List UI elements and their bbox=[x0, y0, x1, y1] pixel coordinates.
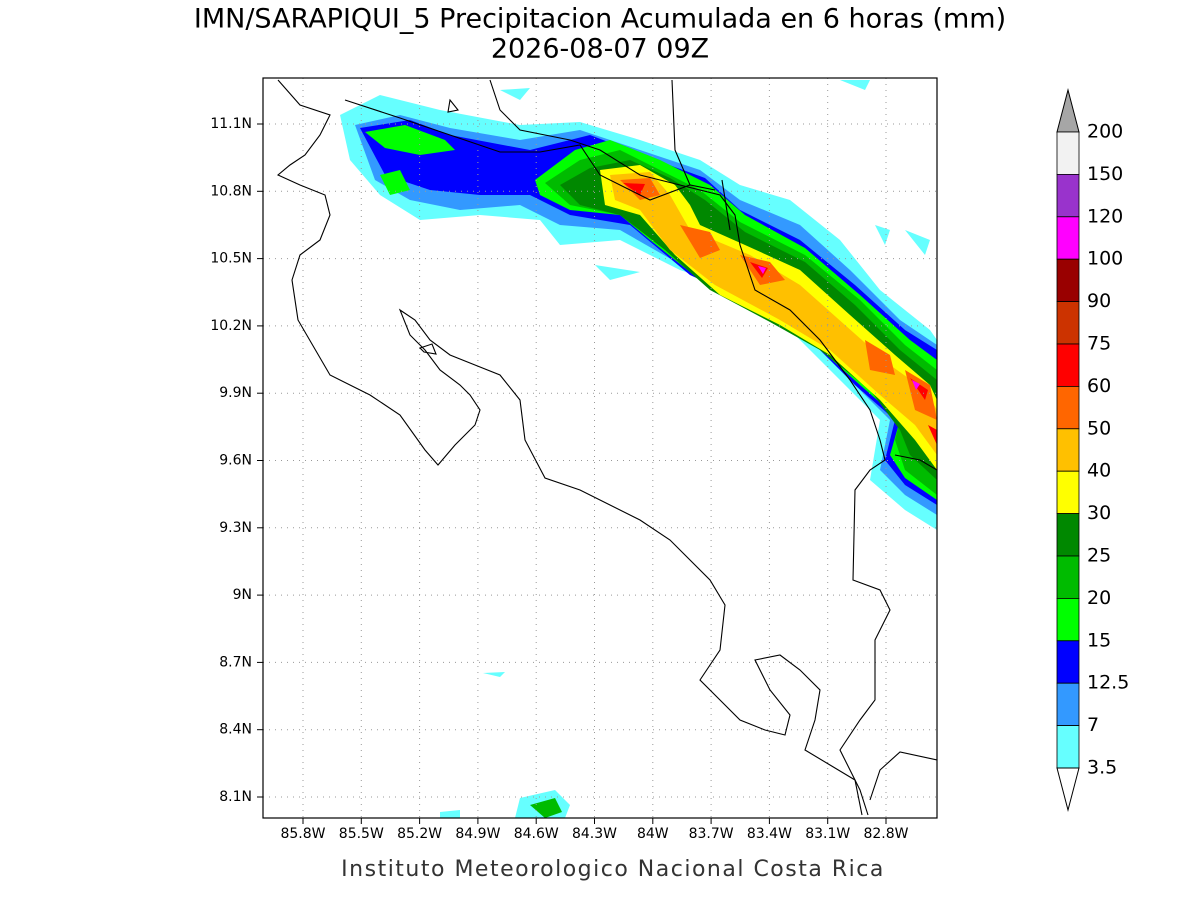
colorbar-box bbox=[1056, 640, 1080, 684]
colorbar-box bbox=[1056, 258, 1080, 303]
colorbar-over bbox=[1056, 88, 1080, 133]
lat-label: 8.7N bbox=[219, 654, 252, 670]
coastlines bbox=[276, 79, 937, 816]
colorbar-box bbox=[1056, 173, 1080, 218]
footer: Instituto Meteorologico Nacional Costa R… bbox=[341, 857, 885, 882]
colorbar-label: 15 bbox=[1087, 629, 1111, 651]
lon-label: 85.5W bbox=[339, 826, 384, 842]
colorbar-box bbox=[1056, 725, 1080, 769]
subtitle: 2026-08-07 09Z bbox=[491, 34, 709, 65]
lat-label: 10.2N bbox=[210, 318, 252, 334]
colorbar-label: 200 bbox=[1087, 121, 1123, 143]
colorbar-box bbox=[1056, 428, 1080, 472]
colorbar-box bbox=[1056, 513, 1080, 557]
colorbar-label: 60 bbox=[1087, 375, 1111, 397]
lat-label: 9.9N bbox=[219, 385, 252, 401]
lon-label: 84.6W bbox=[514, 826, 559, 842]
lon-label: 82.8W bbox=[863, 826, 908, 842]
colorbar-box bbox=[1056, 555, 1080, 599]
colorbar-label: 12.5 bbox=[1087, 672, 1129, 694]
title: IMN/SARAPIQUI_5 Precipitacion Acumulada … bbox=[194, 4, 1006, 35]
colorbar-label: 20 bbox=[1087, 587, 1111, 609]
colorbar-label: 120 bbox=[1087, 205, 1123, 227]
lon-label: 83.7W bbox=[689, 826, 734, 842]
lon-label: 83.4W bbox=[747, 826, 792, 842]
lon-label: 85.2W bbox=[397, 826, 442, 842]
colorbar-box bbox=[1056, 343, 1080, 387]
colorbar-box bbox=[1056, 682, 1080, 727]
map-frame bbox=[262, 77, 938, 819]
lon-label: 84.9W bbox=[455, 826, 500, 842]
colorbar-box bbox=[1056, 301, 1080, 345]
colorbar-label: 7 bbox=[1087, 714, 1099, 736]
colorbar-label: 3.5 bbox=[1087, 757, 1117, 779]
grid bbox=[263, 78, 937, 818]
lat-label: 9.6N bbox=[219, 453, 252, 469]
colorbar-box bbox=[1056, 131, 1080, 175]
colorbar-label: 40 bbox=[1087, 460, 1111, 482]
lon-label: 83.1W bbox=[805, 826, 850, 842]
lat-label: 10.8N bbox=[210, 183, 252, 199]
lat-label: 9.3N bbox=[219, 520, 252, 536]
colorbar-under bbox=[1056, 767, 1080, 812]
colorbar-label: 30 bbox=[1087, 502, 1111, 524]
lat-label: 9N bbox=[233, 587, 252, 603]
lat-label: 11.1N bbox=[210, 116, 252, 132]
lat-label: 8.4N bbox=[219, 722, 252, 738]
precip-field bbox=[340, 80, 937, 818]
colorbar: 200 150 120 100 90 75 60 50 40 30 25 20 15 12.5 7 3.5 bbox=[1056, 88, 1129, 812]
colorbar-box bbox=[1056, 216, 1080, 260]
colorbar-label: 50 bbox=[1087, 417, 1111, 439]
lat-label: 10.5N bbox=[210, 251, 252, 267]
colorbar-label: 25 bbox=[1087, 545, 1111, 567]
lat-label: 8.1N bbox=[219, 789, 252, 805]
lon-label: 84.3W bbox=[572, 826, 617, 842]
map bbox=[263, 78, 937, 818]
colorbar-label: 100 bbox=[1087, 248, 1123, 270]
colorbar-label: 150 bbox=[1087, 163, 1123, 185]
colorbar-box bbox=[1056, 385, 1080, 430]
lon-label: 84W bbox=[637, 826, 669, 842]
colorbar-box bbox=[1056, 470, 1080, 515]
lon-label: 85.8W bbox=[280, 826, 325, 842]
colorbar-box bbox=[1056, 598, 1080, 642]
colorbar-label: 90 bbox=[1087, 290, 1111, 312]
colorbar-label: 75 bbox=[1087, 333, 1111, 355]
